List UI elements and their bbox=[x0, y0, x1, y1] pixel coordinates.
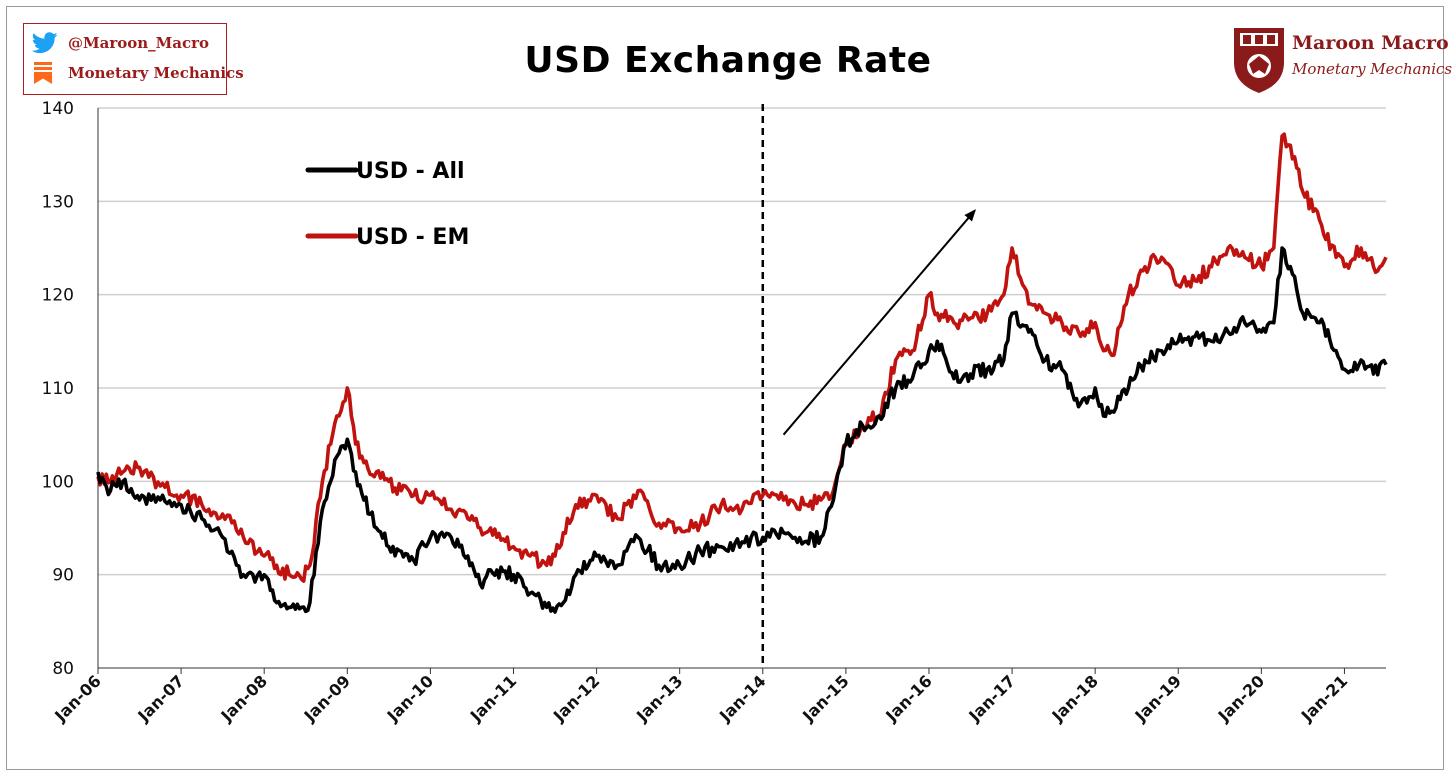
x-tick-label: Jan-06 bbox=[50, 671, 104, 725]
y-tick-label: 110 bbox=[42, 379, 74, 399]
figure-frame bbox=[6, 6, 1444, 770]
x-tick-label: Jan-08 bbox=[217, 671, 271, 725]
x-tick-label: Jan-20 bbox=[1214, 671, 1268, 725]
y-tick-label: 80 bbox=[52, 659, 74, 679]
x-axis: Jan-06 Jan-07 Jan-08 Jan-09 Jan-10 Jan-11 Jan-… bbox=[50, 667, 1386, 726]
university-crest-icon bbox=[1234, 28, 1284, 93]
social-badge: @Maroon_Macro Monetary Mechanics bbox=[23, 23, 244, 95]
x-tick-label: Jan-16 bbox=[881, 671, 935, 725]
x-tick-label: Jan-15 bbox=[798, 671, 852, 725]
x-tick-label: Jan-09 bbox=[300, 671, 354, 725]
twitter-handle: @Maroon_Macro bbox=[68, 34, 210, 52]
brand-logo: Maroon Macro Monetary Mechanics bbox=[1230, 26, 1452, 96]
substack-row[interactable]: Monetary Mechanics bbox=[32, 60, 244, 86]
y-tick-label: 140 bbox=[42, 99, 74, 119]
x-tick-label: Jan-21 bbox=[1297, 671, 1351, 725]
series-usd-all bbox=[96, 246, 1388, 614]
trend-annotation bbox=[782, 209, 976, 436]
series-usd-em bbox=[96, 132, 1388, 583]
y-tick-label: 90 bbox=[52, 566, 74, 586]
y-tick-label: 120 bbox=[42, 286, 74, 306]
twitter-row[interactable]: @Maroon_Macro bbox=[32, 30, 209, 56]
x-tick-label: Jan-19 bbox=[1131, 671, 1185, 725]
legend-label-usd-all: USD - All bbox=[356, 159, 465, 184]
trend-arrow bbox=[782, 209, 976, 436]
x-tick-label: Jan-18 bbox=[1048, 671, 1102, 725]
chart-title: USD Exchange Rate bbox=[524, 40, 932, 81]
twitter-bird-icon bbox=[32, 32, 58, 54]
y-axis: 80 90 100 110 120 130 140 bbox=[42, 99, 99, 679]
y-tick-label: 100 bbox=[42, 472, 74, 492]
legend-label-usd-em: USD - EM bbox=[356, 225, 469, 250]
x-tick-label: Jan-13 bbox=[632, 671, 686, 725]
substack-name: Monetary Mechanics bbox=[68, 64, 244, 82]
brand-name: Maroon Macro bbox=[1292, 32, 1449, 54]
substack-icon bbox=[34, 62, 52, 84]
brand-tagline: Monetary Mechanics bbox=[1292, 60, 1453, 78]
x-tick-label: Jan-17 bbox=[964, 671, 1018, 725]
x-tick-label: Jan-07 bbox=[133, 671, 187, 725]
x-tick-label: Jan-14 bbox=[715, 671, 769, 725]
series-lines bbox=[96, 132, 1388, 614]
legend: USD - All USD - EM bbox=[305, 159, 469, 250]
x-tick-label: Jan-10 bbox=[383, 671, 437, 725]
y-tick-label: 130 bbox=[42, 192, 74, 212]
x-tick-label: Jan-12 bbox=[549, 671, 603, 725]
x-tick-label: Jan-11 bbox=[466, 671, 520, 725]
